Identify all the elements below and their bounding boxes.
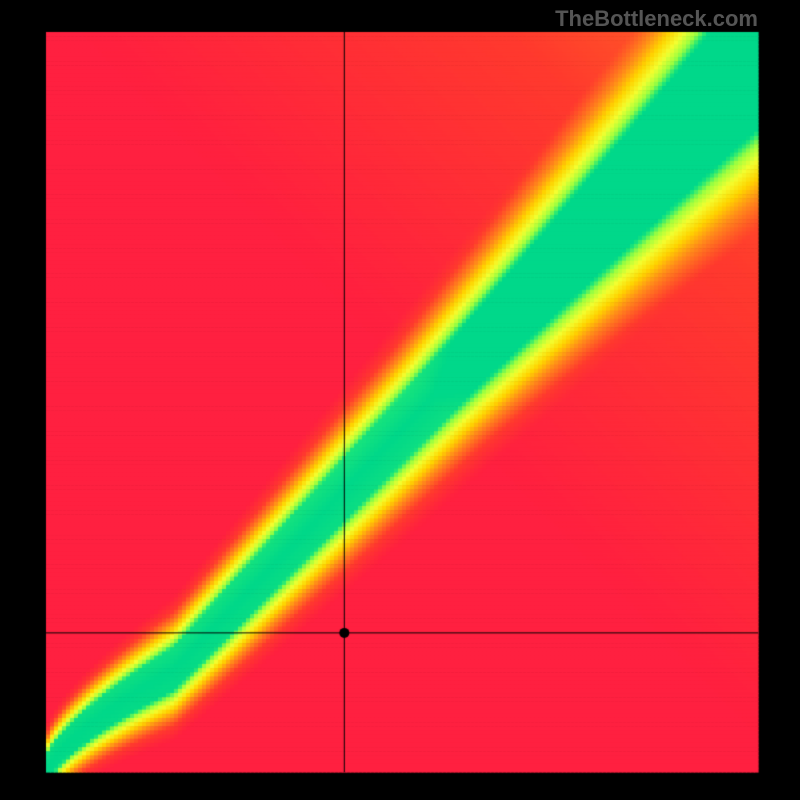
chart-container: TheBottleneck.com	[0, 0, 800, 800]
bottleneck-heatmap	[0, 0, 800, 800]
watermark-label: TheBottleneck.com	[555, 6, 758, 32]
